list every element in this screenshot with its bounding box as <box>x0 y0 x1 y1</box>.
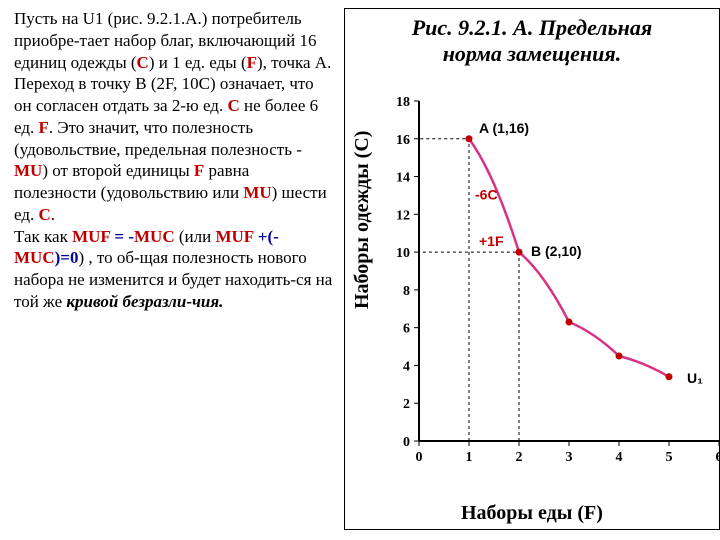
svg-text:6: 6 <box>715 450 720 465</box>
svg-text:12: 12 <box>396 208 410 223</box>
svg-text:0: 0 <box>403 435 410 450</box>
svg-text:2: 2 <box>403 397 410 412</box>
svg-text:3: 3 <box>565 450 572 465</box>
svg-text:4: 4 <box>403 359 410 374</box>
svg-text:A (1,16): A (1,16) <box>479 120 529 136</box>
svg-text:1: 1 <box>465 450 472 465</box>
explanation-text: Пусть на U1 (рис. 9.2.1.А.) потребитель … <box>0 0 340 540</box>
svg-text:U₁: U₁ <box>687 370 703 386</box>
y-axis-label: Наборы одежды (С) <box>351 131 374 309</box>
svg-text:B (2,10): B (2,10) <box>531 243 582 259</box>
svg-text:+1F: +1F <box>479 233 504 249</box>
svg-text:6: 6 <box>403 322 410 337</box>
svg-text:16: 16 <box>396 133 410 148</box>
svg-text:18: 18 <box>396 95 410 110</box>
svg-text:4: 4 <box>615 450 622 465</box>
svg-text:8: 8 <box>403 284 410 299</box>
x-axis-label: Наборы еды (F) <box>345 502 719 525</box>
svg-text:0: 0 <box>415 450 422 465</box>
svg-text:10: 10 <box>396 246 410 261</box>
svg-text:14: 14 <box>396 171 410 186</box>
chart-panel: Рис. 9.2.1. А. Предельнаянорма замещения… <box>344 8 720 530</box>
svg-text:-6С: -6С <box>475 186 498 202</box>
indifference-curve-chart: 0123456024681012141618A (1,16)B (2,10)U₁… <box>389 91 720 471</box>
chart-title: Рис. 9.2.1. А. Предельнаянорма замещения… <box>345 15 719 68</box>
svg-text:5: 5 <box>665 450 672 465</box>
svg-text:2: 2 <box>515 450 522 465</box>
